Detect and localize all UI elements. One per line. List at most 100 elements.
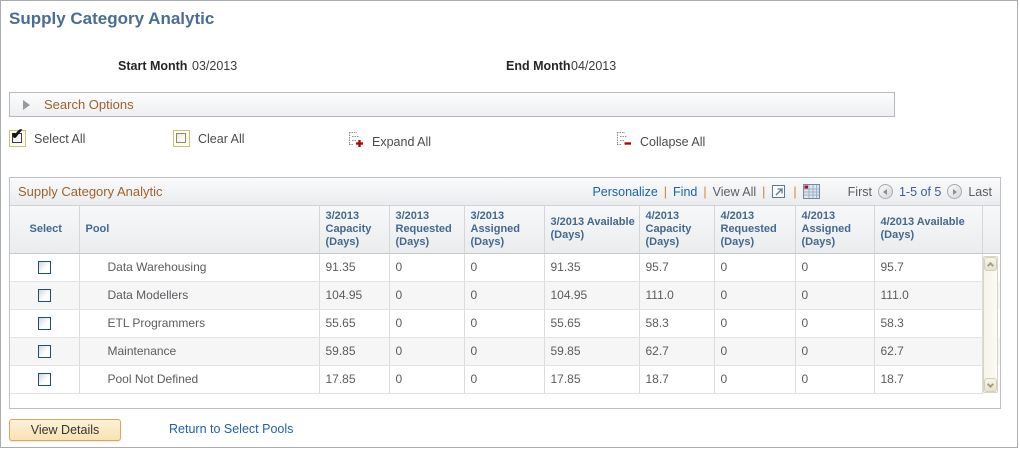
column-header[interactable]: 3/2013 Requested (Days)	[389, 206, 465, 254]
last-page-link[interactable]: Last	[968, 184, 992, 199]
supply-category-grid: Supply Category Analytic Personalize | F…	[9, 177, 1001, 409]
page-title: Supply Category Analytic	[9, 9, 215, 28]
column-header[interactable]: 4/2013 Requested (Days)	[714, 206, 796, 254]
pool-table: Select Pool 3/2013 Capacity (Days) 3/201…	[10, 206, 1000, 394]
clear-all-label: Clear All	[198, 131, 245, 146]
row-checkbox[interactable]	[37, 289, 51, 303]
cell: 0	[464, 337, 545, 366]
pool-name: ETL Programmers	[79, 309, 320, 338]
column-header[interactable]: 4/2013 Capacity (Days)	[639, 206, 715, 254]
row-range: 1-5 of 5	[898, 184, 942, 199]
cell: 55.65	[319, 309, 390, 338]
collapse-all-icon[interactable]	[614, 130, 632, 153]
cell: 58.3	[874, 309, 983, 338]
expand-all-button[interactable]: Expand All	[346, 130, 431, 153]
separator: |	[793, 184, 797, 199]
scroll-down-button[interactable]	[984, 378, 997, 392]
row-checkbox[interactable]	[37, 345, 51, 359]
row-checkbox[interactable]	[37, 261, 51, 275]
first-page-link[interactable]: First	[847, 184, 872, 199]
column-header-select[interactable]: Select	[10, 206, 80, 254]
cell: 91.35	[544, 253, 640, 282]
cell: 0	[795, 309, 875, 338]
cell: 0	[714, 309, 796, 338]
cell: 58.3	[639, 309, 715, 338]
cell: 0	[464, 365, 545, 394]
expand-all-icon[interactable]	[346, 130, 364, 153]
cell: 104.95	[319, 281, 390, 310]
find-link[interactable]: Find	[673, 184, 698, 199]
cell: 0	[389, 281, 465, 310]
select-all-checkbox-icon[interactable]: ✔	[9, 126, 26, 147]
cell: 0	[795, 365, 875, 394]
collapse-all-label: Collapse All	[640, 134, 706, 149]
column-header[interactable]: 4/2013 Assigned (Days)	[795, 206, 875, 254]
search-options-bar[interactable]: Search Options	[9, 92, 895, 117]
view-all-link[interactable]: View All	[712, 184, 757, 199]
return-to-select-pools-link[interactable]: Return to Select Pools	[169, 422, 294, 436]
column-header[interactable]: 3/2013 Capacity (Days)	[319, 206, 390, 254]
cell: 95.7	[874, 253, 983, 282]
cell: 18.7	[639, 365, 715, 394]
table-row: Maintenance 59.85 0 0 59.85 62.7 0 0 62.…	[10, 337, 1000, 366]
clear-all-button[interactable]: Clear All	[173, 130, 245, 147]
pool-name: Maintenance	[79, 337, 320, 366]
cell: 62.7	[874, 337, 983, 366]
cell: 0	[795, 253, 875, 282]
view-details-button[interactable]: View Details	[9, 419, 121, 441]
pool-name: Data Warehousing	[79, 253, 320, 282]
cell: 59.85	[544, 337, 640, 366]
cell: 91.35	[319, 253, 390, 282]
column-header[interactable]: 3/2013 Assigned (Days)	[464, 206, 545, 254]
row-checkbox[interactable]	[37, 317, 51, 331]
download-to-spreadsheet-icon[interactable]	[802, 184, 820, 199]
expand-all-label: Expand All	[372, 134, 432, 149]
table-row: Pool Not Defined 17.85 0 0 17.85 18.7 0 …	[10, 365, 1000, 394]
start-month-label: Start Month	[118, 59, 188, 73]
collapse-all-button[interactable]: Collapse All	[614, 130, 705, 153]
personalize-link[interactable]: Personalize	[592, 184, 658, 199]
expand-section-arrow-icon[interactable]	[23, 99, 30, 110]
clear-all-checkbox-icon[interactable]	[173, 130, 190, 147]
chevron-down-icon	[986, 380, 995, 388]
cell: 0	[795, 337, 875, 366]
grid-title: Supply Category Analytic	[18, 184, 163, 199]
row-checkbox[interactable]	[37, 373, 51, 387]
cell: 0	[714, 253, 796, 282]
column-header-spacer	[982, 206, 1000, 254]
cell: 0	[464, 309, 545, 338]
start-month-value: 03/2013	[192, 59, 238, 73]
cell: 55.65	[544, 309, 640, 338]
cell: 0	[389, 309, 465, 338]
cell: 0	[389, 337, 465, 366]
scroll-up-button[interactable]	[984, 257, 997, 271]
cell: 0	[464, 281, 545, 310]
select-all-label: Select All	[34, 131, 86, 146]
cell: 104.95	[544, 281, 640, 310]
separator: |	[762, 184, 766, 199]
column-header[interactable]: 3/2013 Available (Days)	[544, 206, 640, 254]
cell: 17.85	[544, 365, 640, 394]
vertical-scrollbar[interactable]	[983, 256, 998, 393]
cell: 0	[795, 281, 875, 310]
cell: 17.85	[319, 365, 390, 394]
pool-name: Pool Not Defined	[79, 365, 320, 394]
end-month-value: 04/2013	[571, 59, 617, 73]
separator: |	[663, 184, 668, 199]
column-header-pool[interactable]: Pool	[79, 206, 320, 254]
cell: 0	[714, 281, 796, 310]
separator: |	[703, 184, 707, 199]
select-all-button[interactable]: ✔ Select All	[9, 126, 86, 147]
end-month-label: End Month	[506, 59, 571, 73]
cell: 111.0	[874, 281, 983, 310]
previous-page-button[interactable]	[877, 184, 893, 199]
zoom-grid-popout-icon[interactable]	[771, 184, 787, 199]
column-header[interactable]: 4/2013 Available (Days)	[874, 206, 983, 254]
cell: 0	[464, 253, 545, 282]
cell: 62.7	[639, 337, 715, 366]
pool-name: Data Modellers	[79, 281, 320, 310]
cell: 59.85	[319, 337, 390, 366]
search-options-label: Search Options	[44, 97, 134, 112]
next-page-button[interactable]	[947, 184, 963, 199]
